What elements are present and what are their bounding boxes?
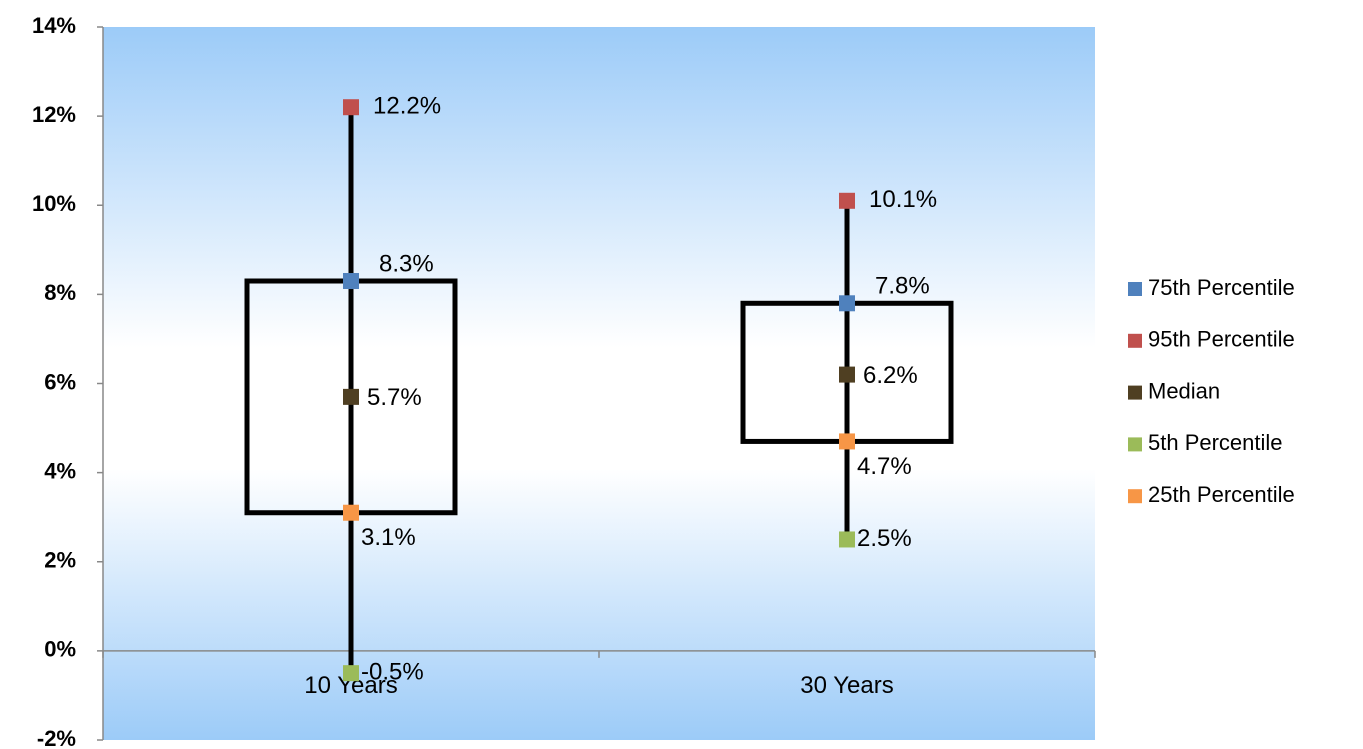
legend-swatch [1128, 333, 1142, 348]
value-label: 4.7% [857, 453, 912, 480]
value-label: -0.5% [361, 659, 424, 686]
value-label: 2.5% [857, 525, 912, 552]
legend-label: 95th Percentile [1148, 327, 1295, 352]
y-tick-label: 14% [32, 13, 76, 38]
marker [839, 192, 855, 209]
legend-label: 5th Percentile [1148, 430, 1283, 455]
plot-area [103, 27, 1095, 740]
value-label: 3.1% [361, 524, 416, 551]
value-label: 6.2% [863, 362, 918, 389]
value-label: 10.1% [869, 186, 937, 213]
y-tick-label: 6% [44, 369, 76, 394]
legend-swatch [1128, 385, 1142, 400]
value-label: 7.8% [875, 273, 930, 300]
marker [839, 531, 855, 548]
y-tick-label: 8% [44, 280, 76, 305]
y-tick-label: 2% [44, 548, 76, 573]
legend-label: 75th Percentile [1148, 275, 1295, 300]
value-label: 8.3% [379, 250, 434, 277]
legend-label: Median [1148, 378, 1220, 403]
marker [343, 273, 359, 290]
y-tick-label: 4% [44, 458, 76, 483]
y-tick-label: 0% [44, 637, 76, 662]
marker [343, 665, 359, 682]
legend-swatch [1128, 282, 1142, 296]
y-tick-label: 10% [32, 191, 76, 216]
value-label: 5.7% [367, 384, 422, 411]
legend-swatch [1128, 489, 1142, 504]
value-label: 12.2% [373, 93, 441, 120]
legend-swatch [1128, 437, 1142, 452]
y-tick-label: 12% [32, 102, 76, 127]
marker [839, 366, 855, 383]
marker [343, 99, 359, 116]
marker [343, 504, 359, 521]
marker [839, 433, 855, 450]
x-tick-label: 30 Years [800, 672, 893, 699]
y-tick-label: -2% [37, 726, 76, 749]
marker [839, 295, 855, 312]
marker [343, 388, 359, 405]
legend-label: 25th Percentile [1148, 482, 1295, 507]
